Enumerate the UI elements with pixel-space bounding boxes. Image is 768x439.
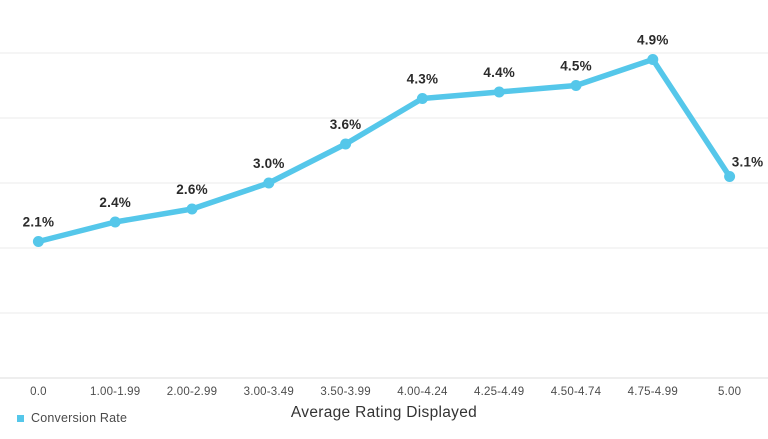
data-point-label: 4.9% [637, 33, 669, 48]
x-tick-label: 5.00 [718, 386, 741, 398]
data-point-marker [109, 216, 121, 228]
data-point-marker [416, 93, 428, 104]
x-tick-label: 4.00-4.24 [397, 386, 448, 398]
data-point-marker [647, 54, 659, 65]
x-tick-label: 3.00-3.49 [244, 386, 294, 398]
data-point-label: 2.1% [23, 215, 55, 230]
data-point-label: 2.6% [176, 182, 208, 197]
data-point-label: 3.0% [253, 156, 285, 171]
data-point-label: 3.1% [732, 155, 764, 170]
data-point-label: 4.4% [483, 65, 515, 80]
data-point-label: 3.6% [330, 117, 362, 132]
conversion-rate-line [35, 56, 733, 245]
data-point-marker [570, 80, 582, 91]
legend-label: Conversion Rate [31, 411, 128, 425]
x-tick-label: 4.25-4.49 [474, 386, 524, 398]
data-point-label: 2.4% [99, 195, 131, 210]
x-tick-label: 2.00-2.99 [167, 386, 217, 398]
chart-plot-area: 2.1% 2.4% 2.6% 3.0% 3.6% 4.3% 4.4% 4.5% 4.9% 3.1%… [0, 33, 768, 398]
legend: Conversion Rate [17, 411, 127, 425]
legend-swatch-icon [17, 414, 24, 422]
data-point-label: 4.3% [407, 72, 439, 87]
data-point-marker [32, 236, 44, 247]
data-point-marker [724, 171, 736, 182]
x-tick-label: 4.50-4.74 [551, 386, 602, 398]
x-tick-label: 3.50-3.99 [320, 386, 370, 398]
data-point-label: 4.5% [560, 59, 592, 74]
data-point-marker [263, 177, 275, 189]
data-point-marker [493, 86, 505, 98]
x-axis-title: Average Rating Displayed [290, 404, 478, 421]
x-tick-label: 1.00-1.99 [90, 386, 140, 398]
x-tick-label: 4.75-4.99 [628, 386, 678, 398]
x-tick-label: 0.0 [30, 386, 47, 398]
data-point-marker [340, 138, 352, 150]
data-point-marker [186, 203, 198, 215]
